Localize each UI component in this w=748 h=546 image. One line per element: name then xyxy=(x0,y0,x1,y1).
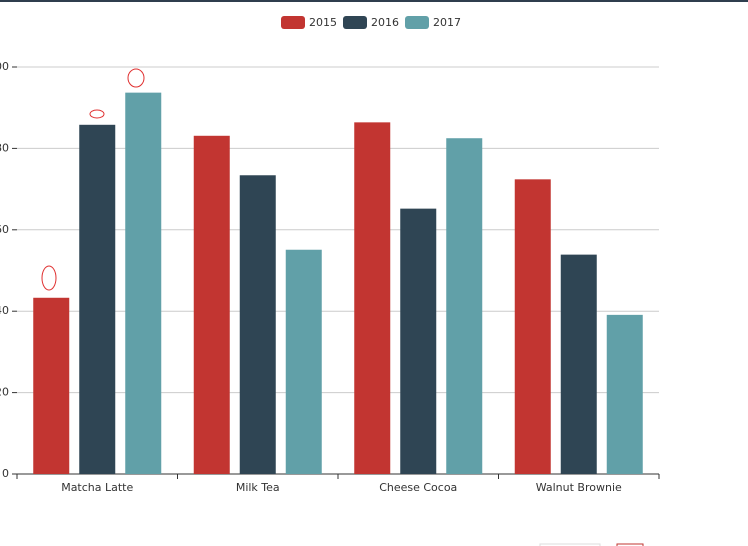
y-tick-label: 60 xyxy=(0,223,9,236)
annotation-circle xyxy=(89,109,105,119)
toolbox-box[interactable] xyxy=(616,543,644,546)
legend-item[interactable]: 2015 xyxy=(281,16,337,29)
bar xyxy=(125,92,162,475)
bar xyxy=(33,297,70,474)
x-tick-label: Cheese Cocoa xyxy=(379,481,457,494)
legend-item[interactable]: 2016 xyxy=(343,16,399,29)
legend-swatch xyxy=(343,16,367,29)
legend-swatch xyxy=(281,16,305,29)
top-border xyxy=(0,0,748,2)
bar xyxy=(79,124,116,474)
bar xyxy=(193,135,230,474)
legend-label: 2015 xyxy=(309,16,337,29)
bar xyxy=(239,175,276,474)
x-tick-label: Walnut Brownie xyxy=(536,481,622,494)
legend-item[interactable]: 2017 xyxy=(405,16,461,29)
bar xyxy=(446,138,483,474)
y-tick-label: 0 xyxy=(2,467,9,480)
bar xyxy=(285,249,322,474)
bar xyxy=(606,314,643,474)
legend: 2015 2016 2017 xyxy=(281,16,461,29)
bar xyxy=(354,122,391,475)
legend-label: 2017 xyxy=(433,16,461,29)
annotation-circle xyxy=(41,265,57,291)
bar xyxy=(400,208,437,475)
y-tick-label: 100 xyxy=(0,60,9,73)
annotation-circle xyxy=(127,68,145,88)
legend-swatch xyxy=(405,16,429,29)
y-tick-label: 20 xyxy=(0,386,9,399)
x-tick-label: Milk Tea xyxy=(236,481,280,494)
bar xyxy=(560,254,597,474)
y-tick-label: 80 xyxy=(0,141,9,154)
toolbox-box[interactable] xyxy=(539,543,601,546)
y-tick-label: 40 xyxy=(0,304,9,317)
x-tick-label: Matcha Latte xyxy=(61,481,133,494)
legend-label: 2016 xyxy=(371,16,399,29)
bar xyxy=(514,179,551,474)
